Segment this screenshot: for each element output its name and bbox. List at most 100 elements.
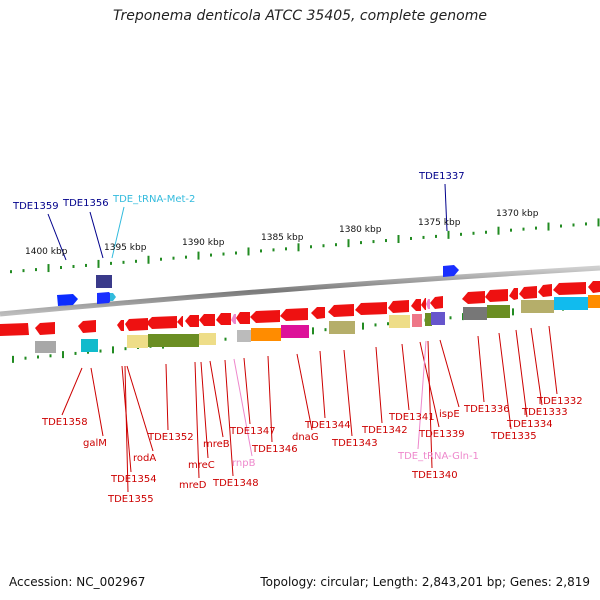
gene-label[interactable]: TDE1344 xyxy=(304,420,351,431)
gene-label[interactable]: galM xyxy=(83,438,107,449)
gene-rev-end-1[interactable] xyxy=(553,282,586,295)
gene-TDE1335[interactable] xyxy=(485,289,508,302)
gene-TDE1334[interactable] xyxy=(509,288,518,300)
scale-label: 1400 kbp xyxy=(25,247,68,257)
label-leader xyxy=(401,343,410,411)
gene-TDE1356-box[interactable] xyxy=(96,275,112,288)
gene-label[interactable]: TDE1340 xyxy=(411,470,458,481)
gene-label[interactable]: TDE1342 xyxy=(361,425,408,436)
scale-label: 1385 kbp xyxy=(261,233,304,243)
gene-label[interactable]: rodA xyxy=(133,453,156,464)
gene-label[interactable]: TDE1355 xyxy=(107,494,154,505)
gene-label[interactable]: TDE1341 xyxy=(388,412,435,423)
gene-label[interactable]: TDE1343 xyxy=(331,438,378,449)
lower-tick xyxy=(87,350,89,354)
gene-label[interactable]: TDE1339 xyxy=(418,429,465,440)
gene-label[interactable]: mreC xyxy=(188,460,215,471)
gene-label[interactable]: TDE1337 xyxy=(418,171,465,182)
label-leader xyxy=(126,365,154,452)
gene-TDE1333[interactable] xyxy=(519,286,537,299)
gene-label[interactable]: TDE1333 xyxy=(521,407,568,418)
gene-TDE_tRNA-Met-2[interactable] xyxy=(110,293,116,301)
gene-mreC[interactable] xyxy=(185,315,199,327)
gene-TDE_tRNA-Gln-1[interactable] xyxy=(426,299,430,309)
label-leader xyxy=(548,325,558,395)
gene-rev-end-2[interactable] xyxy=(588,281,600,293)
gene-rodA[interactable] xyxy=(117,320,124,331)
gene-TDE1342[interactable] xyxy=(355,302,387,315)
gene-rev-2[interactable] xyxy=(35,322,55,335)
gene-label[interactable]: TDE1332 xyxy=(536,396,583,407)
map-title: Treponema denticola ATCC 35405, complete… xyxy=(113,8,487,24)
gene-label[interactable]: TDE1354 xyxy=(110,474,157,485)
gene-TDE1337[interactable] xyxy=(443,265,459,277)
gene-label[interactable]: TDE_tRNA-Gln-1 xyxy=(397,451,479,462)
scale-tick xyxy=(572,223,575,227)
label-leader xyxy=(233,358,253,457)
gene-label[interactable]: TDE1346 xyxy=(251,444,298,455)
gene-TDE1332[interactable] xyxy=(538,284,552,297)
lower-tick xyxy=(37,355,39,359)
scale-tick xyxy=(497,226,500,235)
scale-tick xyxy=(347,239,350,248)
gene-TDE1346[interactable] xyxy=(250,310,280,323)
gene-label[interactable]: ispE xyxy=(439,409,460,420)
gene-TDE1339[interactable] xyxy=(411,299,421,311)
gene-label[interactable]: TDE_tRNA-Met-2 xyxy=(112,194,195,205)
gene-label[interactable]: TDE1335 xyxy=(490,431,537,442)
cog-box xyxy=(281,325,309,338)
gene-TDE1344[interactable] xyxy=(311,307,325,319)
gene-label[interactable]: dnaG xyxy=(292,432,319,443)
gene-TDE1336[interactable] xyxy=(462,291,485,304)
cog-box xyxy=(588,295,600,308)
label-leader xyxy=(90,367,104,437)
scale-tick xyxy=(97,259,100,268)
gene-mreB[interactable] xyxy=(199,314,215,326)
gene-TDE1352[interactable] xyxy=(146,316,177,329)
gene-rnpB[interactable] xyxy=(231,314,236,324)
scale-tick xyxy=(172,256,175,260)
gene-rev-1[interactable] xyxy=(0,323,29,336)
gene-TDE1354[interactable] xyxy=(125,318,148,331)
gene-TDE1348[interactable] xyxy=(216,313,231,325)
gene-label[interactable]: TDE1336 xyxy=(463,404,510,415)
scale-tick xyxy=(360,241,362,245)
gene-label[interactable]: rnpB xyxy=(232,458,256,469)
scale-tick xyxy=(60,266,62,270)
gene-label[interactable]: mreB xyxy=(203,439,230,450)
gene-TDE1341[interactable] xyxy=(388,300,409,313)
gene-label[interactable]: TDE1348 xyxy=(212,478,259,489)
label-leader xyxy=(47,213,67,261)
gene-label[interactable]: TDE1334 xyxy=(506,419,553,430)
gene-label[interactable]: TDE1347 xyxy=(229,426,276,437)
scale-tick xyxy=(110,261,112,265)
gene-TDE1358[interactable] xyxy=(78,320,96,333)
scale-tick xyxy=(385,239,387,243)
gene-dnaG[interactable] xyxy=(280,308,308,321)
cog-box xyxy=(554,297,588,310)
gene-label[interactable]: TDE1356 xyxy=(62,198,109,209)
gene-TDE1359[interactable] xyxy=(57,294,78,306)
gene-TDE1356[interactable] xyxy=(97,292,113,304)
lower-tick xyxy=(312,327,314,335)
label-leader xyxy=(427,340,433,469)
gene-TDE1340[interactable] xyxy=(421,298,426,310)
scale-tick xyxy=(122,260,125,264)
label-leader xyxy=(296,353,313,431)
label-leader xyxy=(111,206,125,259)
scale-tick xyxy=(547,222,550,231)
lower-tick xyxy=(12,355,14,363)
gene-mreD[interactable] xyxy=(177,316,183,327)
scale-label: 1375 kbp xyxy=(418,218,461,228)
lower-tick xyxy=(387,322,389,326)
gene-label[interactable]: TDE1359 xyxy=(12,201,59,212)
gene-label[interactable]: TDE1358 xyxy=(41,417,88,428)
gene-TDE1347[interactable] xyxy=(236,312,250,324)
gene-label[interactable]: mreD xyxy=(179,480,207,491)
scale-tick xyxy=(135,259,137,263)
gene-TDE1343[interactable] xyxy=(328,304,354,317)
lower-tick xyxy=(512,308,514,316)
cog-box xyxy=(199,333,216,345)
gene-label[interactable]: TDE1352 xyxy=(147,432,194,443)
gene-ispE[interactable] xyxy=(430,296,443,309)
